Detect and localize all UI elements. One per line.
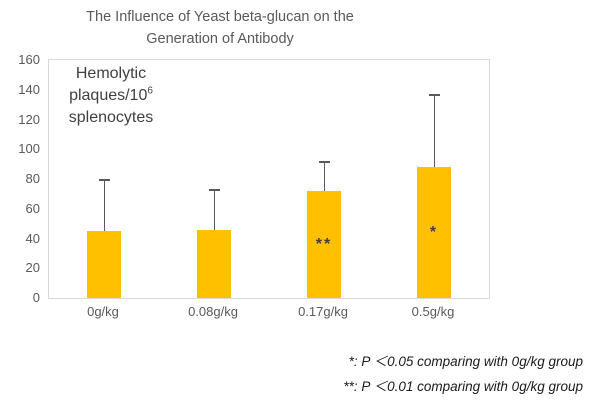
error-bar-cap-0.5g/kg (428, 94, 440, 97)
y-axis-unit-superscript: 6 (147, 85, 153, 97)
y-axis-unit-line2-base: plaques/10 (69, 87, 148, 104)
x-axis-label-0g/kg: 0g/kg (87, 304, 119, 319)
significance-marker-0.5g/kg: * (429, 224, 439, 242)
bar-0.17g/kg (307, 190, 341, 298)
bar-0g/kg (87, 231, 121, 298)
y-axis-tick-140: 140 (18, 81, 40, 97)
bar-0.08g/kg (197, 229, 231, 298)
footnote-p005: *: P ＜0.05 comparing with 0g/kg group (348, 354, 583, 369)
error-bar-cap-0.17g/kg (318, 161, 330, 164)
significance-marker-0.17g/kg: ** (315, 236, 333, 254)
y-axis-tick-40: 40 (25, 230, 40, 246)
y-axis-tick-160: 160 (18, 52, 40, 67)
error-bar-0.17g/kg (323, 161, 325, 191)
y-axis-unit-line2: plaques/106 (53, 85, 169, 107)
x-axis-label-0.17g/kg: 0.17g/kg (298, 304, 348, 319)
x-axis-label-0.08g/kg: 0.08g/kg (188, 304, 238, 319)
footnote-p001: **: P ＜0.01 comparing with 0g/kg group (343, 379, 583, 394)
plot-area: Hemolytic plaques/106 splenocytes ** * (48, 59, 490, 299)
error-bar-0.5g/kg (433, 94, 435, 168)
chart-title: The Influence of Yeast beta-glucan on th… (86, 9, 354, 47)
error-bar-0.08g/kg (213, 189, 215, 230)
error-bar-cap-0.08g/kg (208, 189, 220, 192)
y-axis-unit-label: Hemolytic plaques/106 splenocytes (53, 63, 169, 129)
y-axis-tick-100: 100 (18, 141, 40, 157)
error-bar-cap-0g/kg (98, 179, 110, 181)
y-axis-tick-80: 80 (25, 171, 40, 186)
y-axis-tick-120: 120 (18, 111, 40, 127)
y-axis-tick-60: 60 (25, 200, 40, 216)
y-axis-unit-line3: splenocytes (68, 109, 154, 126)
error-bar-0g/kg (103, 179, 105, 232)
x-axis-label-0.5g/kg: 0.5g/kg (411, 304, 455, 319)
footnotes: *: P ＜0.05 comparing with 0g/kg group **… (343, 349, 583, 399)
y-axis-tick-0: 0 (32, 290, 40, 305)
bar-0.5g/kg (417, 167, 451, 298)
y-axis-tick-20: 20 (25, 260, 40, 276)
y-axis-unit-line1: Hemolytic (75, 65, 147, 82)
